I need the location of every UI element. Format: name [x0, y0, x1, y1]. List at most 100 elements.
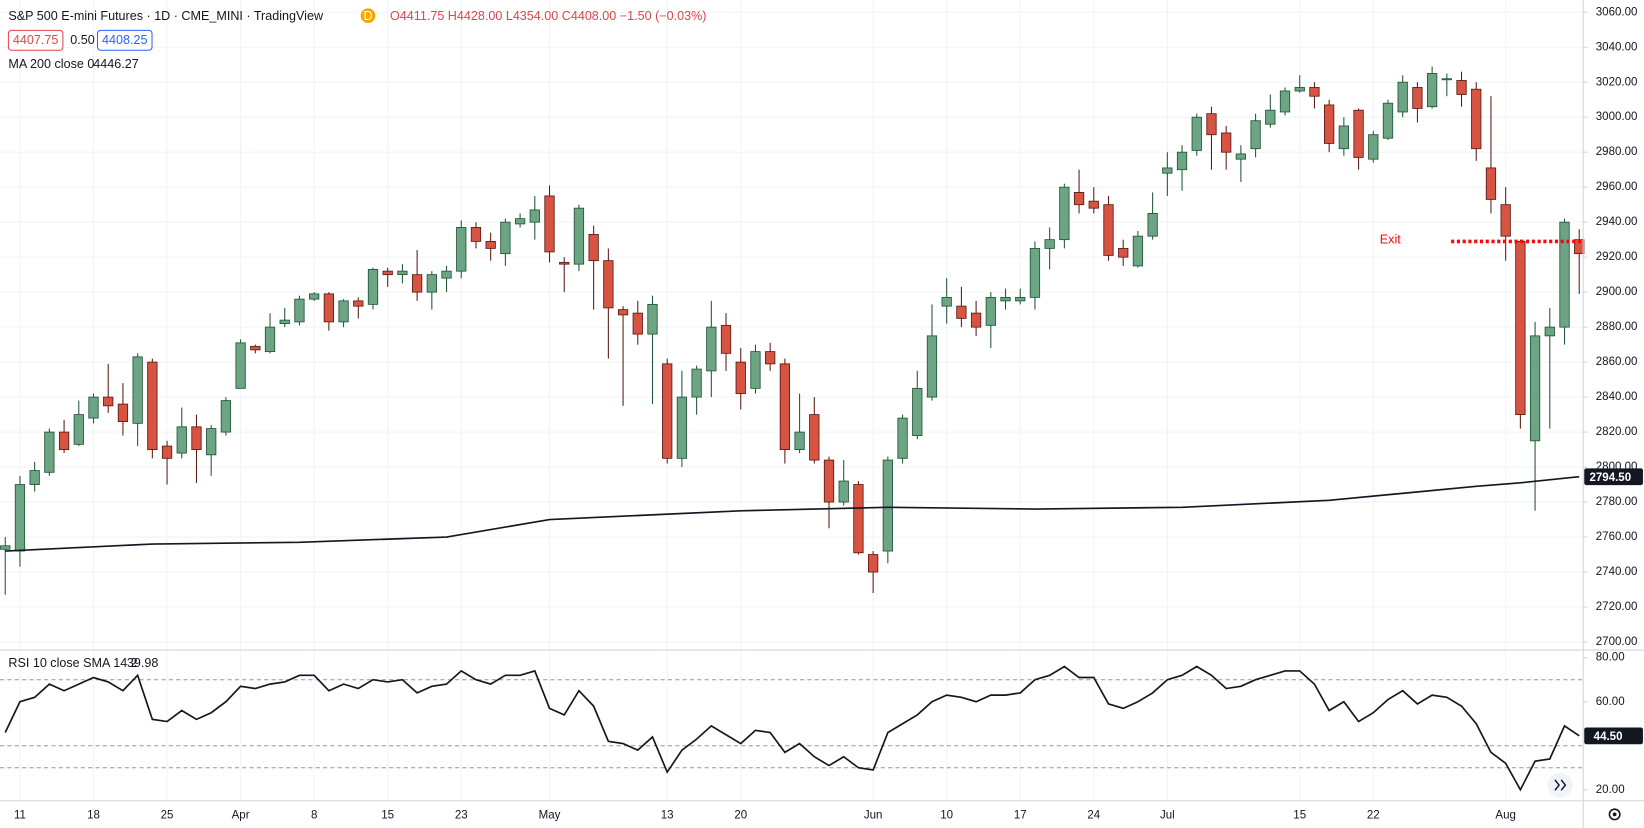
- candle-body: [500, 221, 511, 255]
- candle-body: [647, 303, 658, 335]
- candle-body: [1162, 167, 1173, 174]
- y-tick-label: 2740.00: [1596, 566, 1638, 578]
- x-tick-label: 11: [14, 809, 26, 821]
- ask-box[interactable]: [96, 29, 153, 51]
- candle-body: [191, 426, 202, 450]
- candle-body: [338, 300, 349, 323]
- candle-body: [750, 351, 761, 389]
- candle-body: [176, 426, 187, 454]
- candle-body: [1206, 113, 1217, 136]
- x-tick-label: 18: [87, 809, 100, 821]
- x-tick-label: 24: [1087, 809, 1100, 821]
- y-tick-label: 3060.00: [1596, 6, 1638, 18]
- candle-body: [1132, 235, 1144, 267]
- y-tick-label: 2780.00: [1596, 496, 1638, 508]
- candle-body: [1471, 88, 1482, 150]
- candle-body: [397, 270, 408, 276]
- candle-body: [250, 345, 261, 351]
- candle-body: [1265, 109, 1276, 125]
- x-tick-label: 10: [940, 809, 953, 821]
- y-tick-label: 2820.00: [1596, 426, 1638, 438]
- candle-body: [676, 396, 688, 459]
- candle-body: [1191, 116, 1202, 151]
- candle-body: [603, 260, 614, 309]
- y-tick-label: 2720.00: [1596, 601, 1638, 613]
- candle-body: [720, 324, 732, 354]
- candle-body: [1221, 132, 1232, 153]
- candle-body: [1147, 212, 1158, 237]
- ma-legend-value: 4446.27: [93, 57, 138, 71]
- candle-body: [897, 417, 908, 459]
- candle-body: [147, 361, 158, 450]
- candle-body: [1412, 87, 1423, 109]
- candle-body: [323, 293, 335, 323]
- badge[interactable]: [360, 8, 376, 24]
- candle-body: [588, 233, 599, 262]
- candle-body: [529, 209, 540, 223]
- candle-body: [823, 459, 835, 503]
- rsi-tick-label: 20.00: [1596, 784, 1625, 796]
- candle-body: [132, 356, 143, 424]
- candle-body: [794, 431, 805, 450]
- candle-body: [559, 261, 570, 265]
- x-tick-label: 22: [1367, 809, 1380, 821]
- candle-body: [1044, 239, 1055, 249]
- candle-body: [88, 396, 99, 419]
- y-tick-label: 2960.00: [1596, 181, 1638, 193]
- candle-body: [765, 351, 776, 365]
- ma-price-tag-label: 2794.50: [1589, 472, 1631, 484]
- y-tick-label: 3020.00: [1596, 76, 1638, 88]
- scroll-icon: [1554, 779, 1567, 791]
- candle-body: [1456, 80, 1467, 95]
- candle-body: [73, 414, 84, 445]
- candle-body: [309, 293, 320, 300]
- y-tick-label: 2860.00: [1596, 356, 1638, 368]
- candle-body: [1029, 247, 1041, 298]
- settings-button[interactable]: [1608, 808, 1621, 821]
- rsi-value-tag: [1584, 727, 1643, 745]
- candle-body: [14, 484, 26, 552]
- spread: 0.50: [70, 33, 94, 47]
- candle-body: [1324, 104, 1335, 144]
- x-tick-label: Jul: [1160, 809, 1175, 821]
- candle-body: [1559, 221, 1570, 328]
- candle-body: [264, 326, 276, 353]
- candle-body: [912, 387, 923, 437]
- bid: 4407.75: [13, 33, 58, 47]
- rsi-tick-label: 80.00: [1596, 652, 1625, 664]
- candle-body: [662, 363, 673, 459]
- candle-body: [1235, 153, 1247, 160]
- candle-body: [1529, 335, 1541, 442]
- x-tick-label: 17: [1014, 809, 1027, 821]
- y-tick-label: 2940.00: [1596, 216, 1638, 228]
- candle-body: [779, 363, 791, 450]
- candle-body: [956, 305, 967, 319]
- candle-body: [573, 207, 585, 265]
- x-tick-label: Apr: [232, 809, 250, 821]
- rsi-legend-value: 39.98: [127, 656, 158, 670]
- candle-body: [1294, 87, 1305, 92]
- x-tick-label: Jun: [864, 809, 883, 821]
- bid-box[interactable]: [7, 29, 64, 51]
- candle-body: [117, 403, 129, 423]
- x-tick-label: 8: [311, 809, 317, 821]
- y-tick-label: 2980.00: [1596, 146, 1638, 158]
- candle-body: [441, 270, 452, 279]
- candle-body: [220, 400, 232, 433]
- grid: [0, 0, 1584, 801]
- y-tick-label: 3000.00: [1596, 111, 1638, 123]
- candle-body: [926, 335, 938, 398]
- candle-body: [1118, 247, 1129, 258]
- rsi-line: [4, 665, 1580, 792]
- x-tick-label: 15: [1293, 809, 1306, 821]
- candle-body: [1397, 81, 1408, 113]
- candle-body: [0, 545, 11, 550]
- x-tick-label: 15: [381, 809, 394, 821]
- plot: [0, 66, 1585, 792]
- scroll-to-end-button[interactable]: [1547, 772, 1573, 798]
- candle-body: [103, 396, 114, 407]
- candle-body: [485, 240, 496, 249]
- candle-body: [882, 459, 893, 552]
- candle-body: [632, 312, 643, 335]
